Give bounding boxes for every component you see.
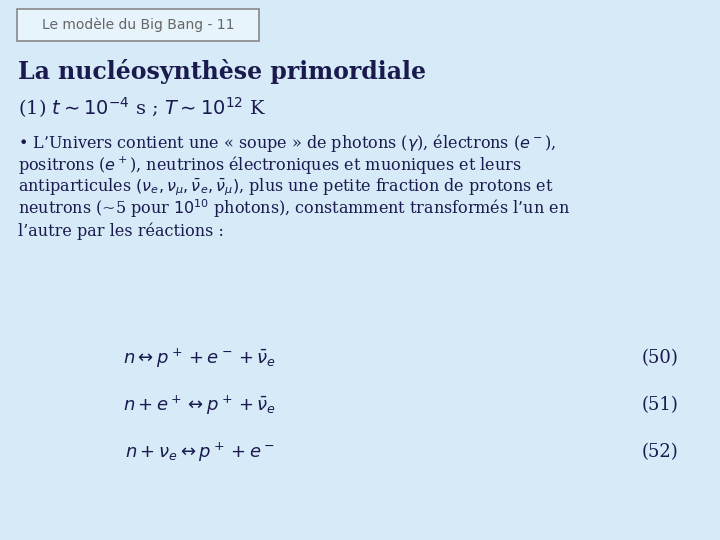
Text: (50): (50) — [642, 349, 678, 367]
Text: (1) $t \sim 10^{-4}$ s ; $T \sim 10^{12}$ K: (1) $t \sim 10^{-4}$ s ; $T \sim 10^{12}… — [18, 96, 266, 120]
Text: Le modèle du Big Bang - 11: Le modèle du Big Bang - 11 — [42, 18, 234, 32]
Text: $n \leftrightarrow p^+ + e^- + \bar{\nu}_e$: $n \leftrightarrow p^+ + e^- + \bar{\nu}… — [123, 346, 276, 370]
Text: $n + e^+ \leftrightarrow p^+ + \bar{\nu}_e$: $n + e^+ \leftrightarrow p^+ + \bar{\nu}… — [123, 393, 276, 417]
Text: (52): (52) — [642, 443, 678, 461]
Text: neutrons (~5 pour $10^{10}$ photons), constamment transformés l’un en: neutrons (~5 pour $10^{10}$ photons), co… — [18, 198, 570, 220]
Text: $n + \nu_e \leftrightarrow p^+ + e^-$: $n + \nu_e \leftrightarrow p^+ + e^-$ — [125, 440, 275, 464]
Text: (51): (51) — [642, 396, 678, 414]
Text: • L’Univers contient une « soupe » de photons ($\gamma$), électrons ($e^-$),: • L’Univers contient une « soupe » de ph… — [18, 132, 556, 154]
FancyBboxPatch shape — [17, 9, 259, 41]
Text: positrons ($e^+$), neutrinos électroniques et muoniques et leurs: positrons ($e^+$), neutrinos électroniqu… — [18, 154, 522, 176]
Text: l’autre par les réactions :: l’autre par les réactions : — [18, 222, 224, 240]
Text: La nucléosynthèse primordiale: La nucléosynthèse primordiale — [18, 59, 426, 84]
Text: antiparticules $(\nu_e, \nu_{\mu}, \bar{\nu}_e, \bar{\nu}_{\mu})$, plus une peti: antiparticules $(\nu_e, \nu_{\mu}, \bar{… — [18, 176, 554, 198]
